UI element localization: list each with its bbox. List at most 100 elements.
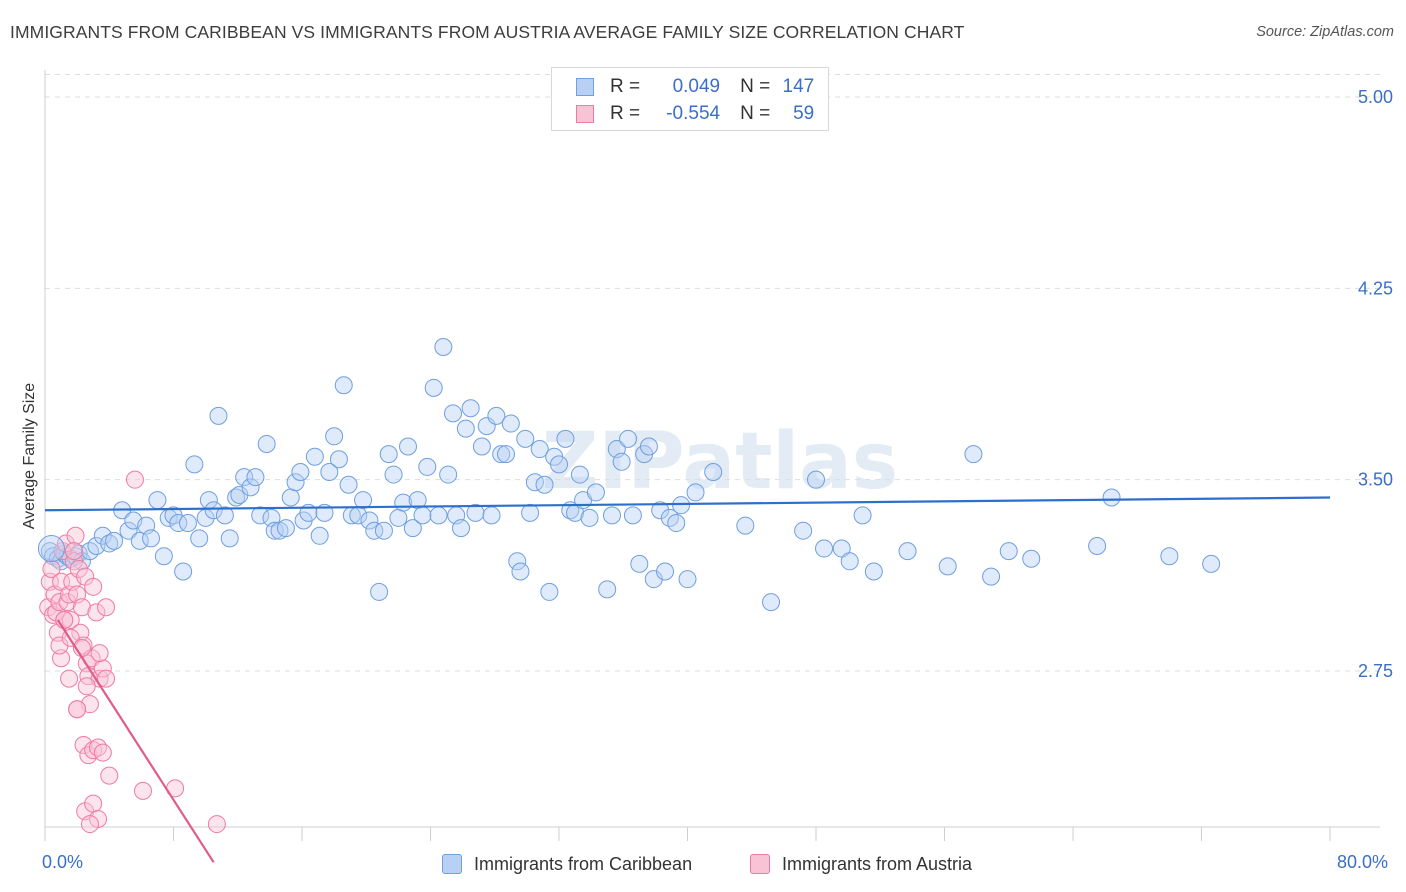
austria-trendline — [56, 619, 215, 863]
caribbean-point — [119, 521, 138, 540]
caribbean-point — [185, 455, 204, 474]
austria-point — [133, 781, 152, 800]
caribbean-point — [276, 519, 295, 538]
caribbean-point — [570, 465, 589, 484]
austria-point — [66, 526, 85, 545]
legend-row-austria: R = -0.554 N = 59 — [576, 102, 814, 126]
caribbean-point — [667, 514, 686, 533]
caribbean-point — [501, 414, 520, 433]
caribbean-point — [174, 562, 193, 581]
caribbean-point — [148, 491, 167, 510]
caribbean-point — [794, 521, 813, 540]
source-label: Source: ZipAtlas.com — [1256, 24, 1394, 40]
caribbean-point — [365, 521, 384, 540]
caribbean-point — [535, 475, 554, 494]
bottom-legend-austria: Immigrants from Austria — [750, 852, 972, 876]
caribbean-point — [853, 506, 872, 525]
caribbean-point — [418, 457, 437, 476]
caribbean-point — [898, 542, 917, 561]
caribbean-point — [672, 496, 691, 515]
caribbean-point — [982, 567, 1001, 586]
y-tick-label: 3.50 — [1358, 470, 1393, 490]
caribbean-point — [1202, 554, 1221, 573]
austria-point — [69, 559, 88, 578]
austria-point — [77, 677, 96, 696]
caribbean-point — [429, 506, 448, 525]
caribbean-point — [251, 506, 270, 525]
caribbean-point — [938, 557, 957, 576]
caribbean-point — [612, 452, 631, 471]
bottom-legend-swatch-caribbean — [442, 854, 462, 874]
caribbean-point — [265, 521, 284, 540]
caribbean-point — [379, 445, 398, 464]
caribbean-point — [472, 437, 491, 456]
austria-point — [87, 603, 106, 622]
caribbean-point — [329, 450, 348, 469]
caribbean-point — [130, 531, 149, 550]
caribbean-point — [434, 338, 453, 357]
caribbean-point — [461, 399, 480, 418]
caribbean-point — [678, 570, 697, 589]
caribbean-point — [556, 429, 575, 448]
austria-point — [207, 815, 226, 834]
legend-n-label: N = — [740, 76, 771, 97]
austria-point — [64, 542, 83, 561]
caribbean-point — [496, 445, 515, 464]
legend-r-label: R = — [610, 103, 641, 124]
caribbean-point — [1088, 536, 1107, 555]
austria-point — [97, 669, 116, 688]
legend-n-label: N = — [740, 103, 771, 124]
caribbean-point — [1160, 547, 1179, 566]
caribbean-point — [736, 516, 755, 535]
caribbean-point — [864, 562, 883, 581]
y-tick-label: 4.25 — [1358, 278, 1393, 298]
caribbean-point — [580, 508, 599, 527]
austria-point — [97, 598, 116, 617]
bottom-legend-caribbean: Immigrants from Caribbean — [442, 852, 692, 876]
caribbean-point — [169, 514, 188, 533]
caribbean-point — [360, 511, 379, 530]
caribbean-point — [310, 526, 329, 545]
caribbean-point — [105, 531, 124, 550]
y-tick-label: 5.00 — [1358, 87, 1393, 107]
legend-r-value: -0.554 — [666, 103, 721, 124]
austria-point — [93, 743, 112, 762]
austria-point — [125, 470, 144, 489]
bottom-legend-label-austria: Immigrants from Austria — [782, 853, 973, 874]
caribbean-point — [424, 378, 443, 397]
bottom-legend-label-caribbean: Immigrants from Caribbean — [474, 853, 693, 874]
caribbean-point — [389, 508, 408, 527]
caribbean-point — [623, 506, 642, 525]
caribbean-point — [639, 437, 658, 456]
caribbean-point — [511, 562, 530, 581]
caribbean-point — [204, 501, 223, 520]
austria-point — [61, 610, 80, 629]
caribbean-point — [286, 473, 305, 492]
chart-title: IMMIGRANTS FROM CARIBBEAN VS IMMIGRANTS … — [10, 22, 965, 42]
caribbean-point — [832, 539, 851, 558]
caribbean-point — [399, 437, 418, 456]
caribbean-point — [370, 582, 389, 601]
legend-n-value: 59 — [793, 103, 815, 124]
caribbean-point — [37, 535, 65, 563]
caribbean-point — [456, 419, 475, 438]
caribbean-point — [443, 404, 462, 423]
caribbean-point — [246, 468, 265, 487]
austria-point — [84, 577, 103, 596]
caribbean-point — [1102, 488, 1121, 507]
caribbean-point — [374, 521, 393, 540]
legend-n-value: 147 — [782, 76, 815, 97]
legend-r-value: 0.049 — [672, 76, 721, 97]
austria-point — [93, 659, 112, 678]
austria-point — [68, 700, 87, 719]
caribbean-point — [964, 445, 983, 464]
austria-point — [72, 598, 91, 617]
caribbean-point — [354, 491, 373, 510]
caribbean-point — [281, 488, 300, 507]
x-axis-min-label: 0.0% — [42, 852, 84, 872]
austria-point — [89, 738, 108, 757]
caribbean-point — [154, 547, 173, 566]
caribbean-point — [413, 506, 432, 525]
caribbean-point — [339, 475, 358, 494]
caribbean-point — [492, 445, 511, 464]
